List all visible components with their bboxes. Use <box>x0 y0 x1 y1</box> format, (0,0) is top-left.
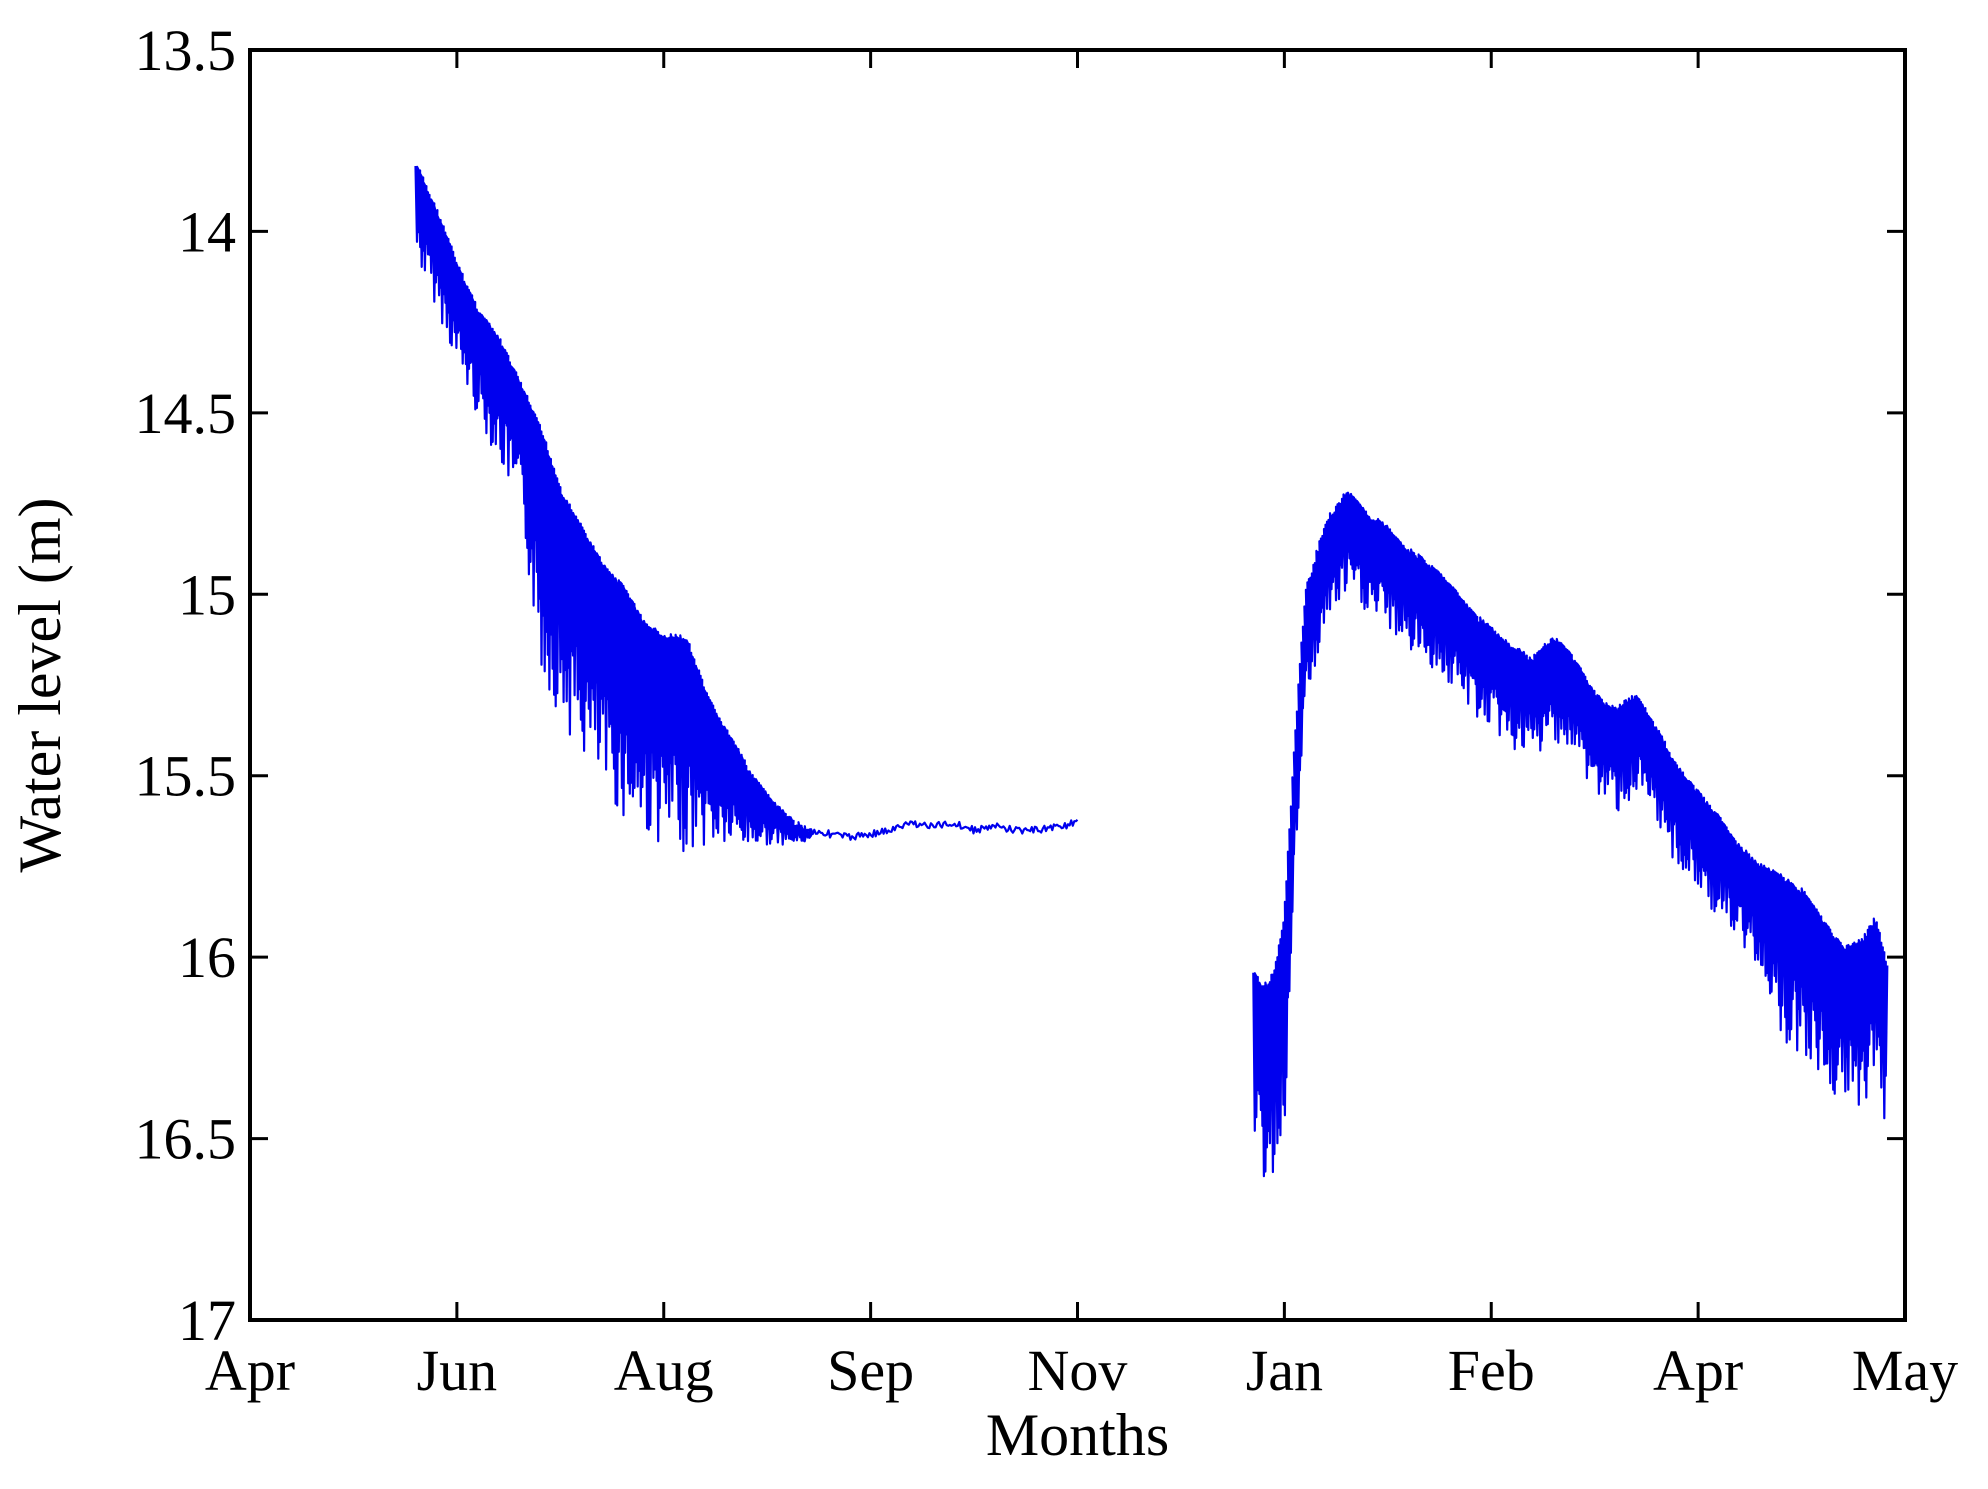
y-tick-label: 16.5 <box>135 1107 237 1172</box>
x-tick-labels: Apr Jun Aug Sep Nov Jan Feb Apr May <box>205 1338 1958 1403</box>
plot-lines <box>414 165 1889 1178</box>
y-tick-label: 14 <box>178 199 236 264</box>
y-axis-title: Water level (m) <box>7 498 73 873</box>
y-tick-label: 17 <box>178 1288 236 1353</box>
x-tick-label: Sep <box>827 1338 914 1403</box>
x-axis-title: Months <box>986 1402 1169 1468</box>
x-tick-label: Nov <box>1028 1338 1128 1403</box>
x-tick-label: Jun <box>417 1338 498 1403</box>
x-tick-label: Jan <box>1246 1338 1323 1403</box>
x-tick-label: Apr <box>205 1338 295 1403</box>
water-level-line-segment <box>1252 491 1889 1178</box>
y-tick-label: 16 <box>178 925 236 990</box>
x-tick-label: May <box>1852 1338 1958 1403</box>
x-tick-label: Feb <box>1448 1338 1535 1403</box>
y-tick-label: 15.5 <box>135 744 237 809</box>
axis-ticks <box>248 48 1907 1322</box>
y-tick-label: 14.5 <box>135 381 237 446</box>
x-tick-label: Aug <box>614 1338 714 1403</box>
y-tick-labels: 13.5 14 14.5 15 15.5 16 16.5 17 <box>135 18 237 1353</box>
y-tick-label: 13.5 <box>135 18 237 83</box>
y-tick-label: 15 <box>178 562 236 627</box>
water-level-line-segment <box>414 165 1079 853</box>
x-tick-label: Apr <box>1653 1338 1743 1403</box>
